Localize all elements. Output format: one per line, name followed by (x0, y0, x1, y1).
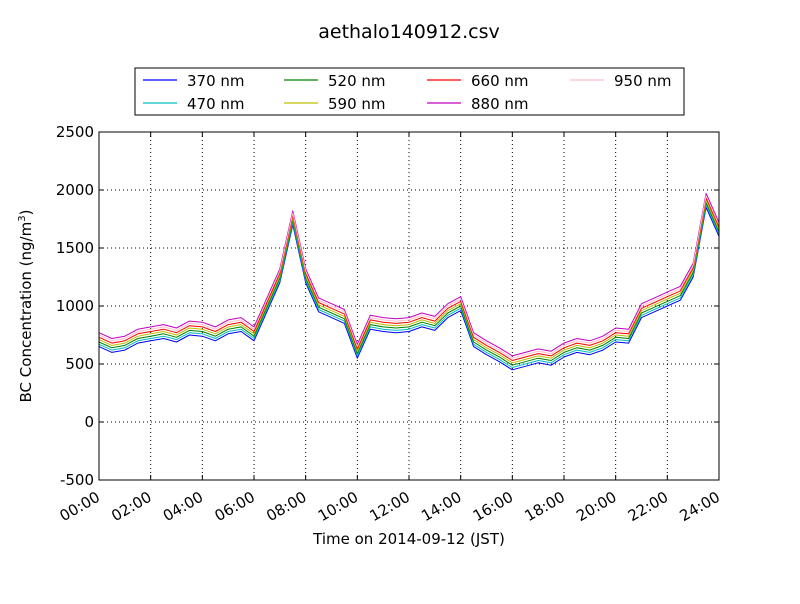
y-axis-label-group: BC Concentration (ng/m3) (17, 210, 35, 403)
series-line-370-nm (98, 206, 720, 371)
legend-label: 950 nm (614, 72, 672, 90)
y-tick-label: 0 (84, 413, 94, 431)
y-tick-label: 1000 (56, 297, 94, 315)
y-axis: -500 0 500 1000 1500 2000 2500 (56, 123, 719, 489)
legend-label: 520 nm (328, 72, 386, 90)
x-axis-label: Time on 2014-09-12 (JST) (312, 530, 505, 548)
y-tick-label: 500 (65, 355, 94, 373)
grid (99, 132, 719, 480)
y-tick-label: 2000 (56, 181, 94, 199)
series-line-520-nm (98, 202, 720, 366)
legend-label: 370 nm (187, 72, 245, 90)
series-line-470-nm (98, 204, 720, 368)
y-axis-label: BC Concentration (ng/m3) (17, 210, 35, 403)
series-layer (98, 193, 720, 371)
y-axis-label-main: BC Concentration (ng/m (17, 222, 35, 403)
y-tick-label: 2500 (56, 123, 94, 141)
legend-label: 470 nm (187, 95, 245, 113)
series-line-950-nm (98, 195, 720, 359)
series-line-880-nm (98, 193, 720, 357)
series-line-590-nm (98, 199, 720, 364)
legend: 370 nm 470 nm 520 nm 590 nm 660 nm 880 nm 950 … (134, 67, 685, 116)
y-axis-label-tail: ) (17, 210, 35, 216)
legend-box (134, 67, 685, 116)
series-line-660-nm (98, 197, 720, 361)
y-tick-label: -500 (60, 471, 94, 489)
y-axis-label-superscript: 3 (17, 215, 28, 221)
legend-label: 880 nm (471, 95, 529, 113)
y-tick-label: 1500 (56, 239, 94, 257)
legend-label: 590 nm (328, 95, 386, 113)
legend-label: 660 nm (471, 72, 529, 90)
chart-title: aethalo140912.csv (318, 21, 500, 43)
